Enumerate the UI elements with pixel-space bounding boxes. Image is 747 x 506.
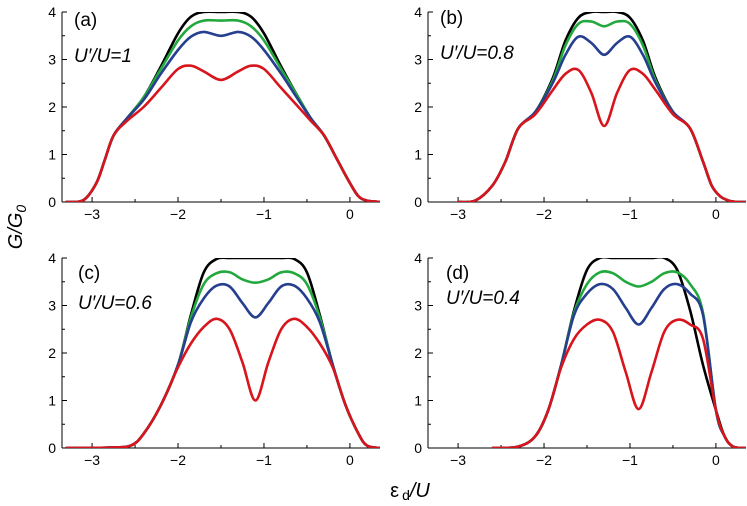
y-tick-label: 0 <box>48 440 56 456</box>
x-tick-label: 0 <box>712 452 720 468</box>
y-tick-label: 0 <box>48 194 56 210</box>
y-tick-label: 4 <box>414 4 422 20</box>
series-red-line <box>65 64 380 202</box>
ratio-label: U′/U=0.8 <box>440 43 514 64</box>
x-axis-label: ε d/U <box>390 480 430 503</box>
y-axis-label-main: G/G <box>5 213 27 250</box>
x-tick-label: 0 <box>712 206 720 222</box>
x-axis-label-tail: /U <box>408 480 431 502</box>
y-axis-label-subscript: 0 <box>13 205 29 213</box>
panels: −3 −2 −1 0 0 1 2 3 4 (a) U′/U=1 −3 −2 −1 0 0 1 2 3 4 (b) U′/U… <box>48 4 746 468</box>
x-tick-label: −3 <box>450 206 466 222</box>
x-axis-label-subscript: d <box>402 487 410 503</box>
y-tick-label: 1 <box>414 393 422 409</box>
y-axis-label: G/G0 <box>5 205 29 250</box>
x-tick-label: −3 <box>84 206 100 222</box>
y-tick-label: 3 <box>414 298 422 314</box>
x-tick-label: −2 <box>536 206 552 222</box>
x-tick-label: −3 <box>450 452 466 468</box>
x-tick-label: −2 <box>170 452 186 468</box>
y-tick-label: 1 <box>48 147 56 163</box>
series-red-line <box>491 318 746 448</box>
series-black-line <box>65 258 380 448</box>
x-tick-label: −2 <box>170 206 186 222</box>
series-lines <box>65 12 380 202</box>
x-tick-label: −1 <box>622 206 638 222</box>
series-red-line <box>456 67 746 202</box>
y-tick-label: 4 <box>414 250 422 266</box>
x-tick-label: −1 <box>622 452 638 468</box>
panel-d: −3 −2 −1 0 0 1 2 3 4 (d) U′/U=0.4 <box>414 250 746 468</box>
panel-label: (c) <box>78 263 100 284</box>
x-tick-label: 0 <box>346 206 354 222</box>
panel-c: −3 −2 −1 0 0 1 2 3 4 (c) U′/U=0.6 <box>48 250 380 468</box>
ratio-label: U′/U=0.6 <box>78 293 152 314</box>
y-tick-label: 2 <box>414 345 422 361</box>
y-tick-label: 2 <box>48 99 56 115</box>
series-red-line <box>65 317 380 448</box>
x-tick-label: 0 <box>346 452 354 468</box>
x-tick-label: −3 <box>84 452 100 468</box>
series-black-line <box>456 12 746 202</box>
x-tick-label: −2 <box>536 452 552 468</box>
y-tick-label: 0 <box>414 194 422 210</box>
series-lines <box>456 12 746 202</box>
y-tick-label: 3 <box>414 52 422 68</box>
ratio-label: U′/U=1 <box>74 46 132 67</box>
y-tick-label: 3 <box>48 52 56 68</box>
y-tick-label: 0 <box>414 440 422 456</box>
series-lines <box>491 258 746 448</box>
y-tick-label: 3 <box>48 298 56 314</box>
series-lines <box>65 258 380 448</box>
y-tick-label: 4 <box>48 4 56 20</box>
y-tick-label: 2 <box>414 99 422 115</box>
panel-b: −3 −2 −1 0 0 1 2 3 4 (b) U′/U=0.8 <box>414 4 746 222</box>
panel-label: (a) <box>74 10 97 31</box>
series-black-line <box>65 12 380 202</box>
ratio-label: U′/U=0.4 <box>446 288 520 309</box>
x-tick-label: −1 <box>256 452 272 468</box>
y-tick-label: 4 <box>48 250 56 266</box>
y-tick-label: 1 <box>414 147 422 163</box>
panel-label: (d) <box>446 263 469 284</box>
x-axis-label-epsilon: ε <box>390 480 399 502</box>
y-tick-label: 1 <box>48 393 56 409</box>
panel-a: −3 −2 −1 0 0 1 2 3 4 (a) U′/U=1 <box>48 4 380 222</box>
y-tick-label: 2 <box>48 345 56 361</box>
x-tick-label: −1 <box>256 206 272 222</box>
panel-label: (b) <box>440 8 463 29</box>
